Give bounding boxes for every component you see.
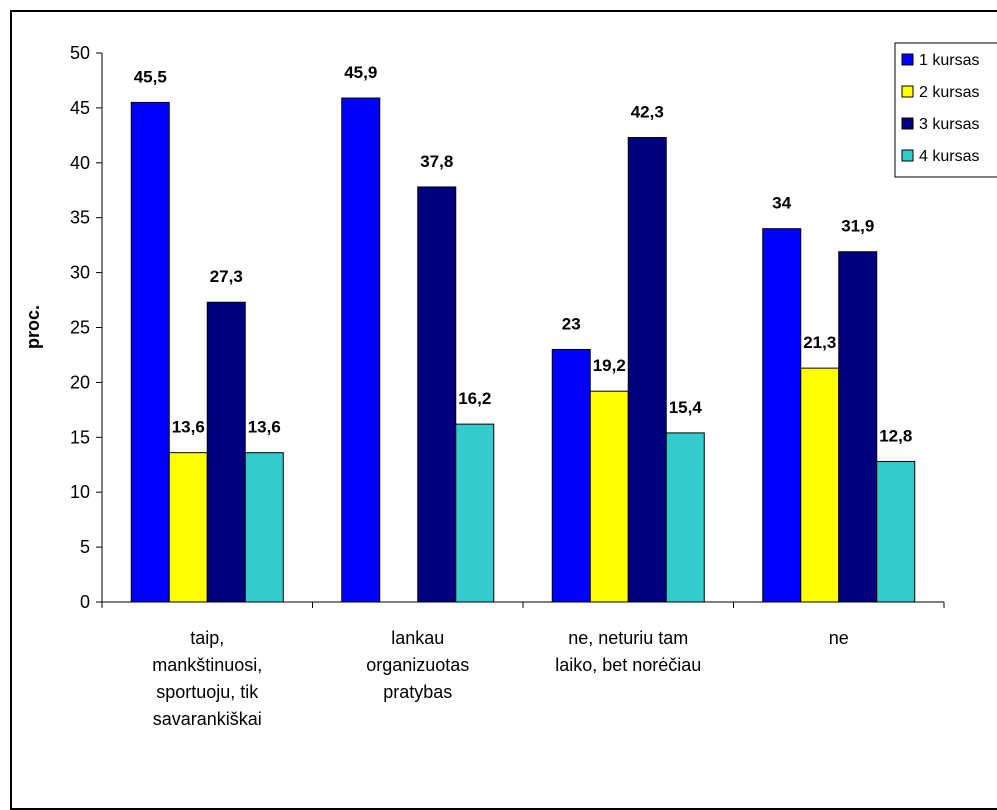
legend-swatch [901,149,914,162]
y-tick-label: 30 [70,263,90,283]
bar [627,137,667,603]
category-label: ne [829,628,849,648]
legend-swatch [901,53,914,66]
category-label: taip, mankštinuosi, sportuoju, tik savarank… [152,628,262,729]
bar [876,460,916,603]
legend: 1 kursas 2 kursas 3 kursas 4 kursas [894,42,997,178]
y-tick-label: 50 [70,43,90,63]
bar [665,432,705,603]
y-tick-label: 20 [70,372,90,392]
legend-label: 1 kursas [919,52,979,69]
data-label: 15,4 [669,398,703,417]
bars [130,97,916,603]
bar-chart: 0 5 10 15 20 25 30 35 40 45 50 45,5 45,9 23 34 13,6 19,… [23,42,997,729]
bar [130,101,170,603]
bar [762,228,802,603]
data-label: 12,8 [879,426,912,445]
data-label: 21,3 [803,333,836,352]
data-label: 16,2 [458,389,491,408]
y-tick-label: 5 [80,537,90,557]
data-label: 34 [772,194,791,213]
y-tick-label: 10 [70,482,90,502]
bar [589,390,629,603]
data-label: 45,5 [134,67,167,86]
data-label: 19,2 [593,356,626,375]
bar [455,423,495,603]
y-tick-label: 45 [70,98,90,118]
legend-swatch [901,117,914,130]
y-tick-label: 35 [70,208,90,228]
data-labels: 45,5 45,9 23 34 13,6 19,2 21,3 27,3 37,8 42,3 31,9… [134,63,913,445]
bar [551,348,591,603]
data-label: 31,9 [841,217,874,236]
data-label: 42,3 [631,103,664,122]
legend-label: 2 kursas [919,84,979,101]
category-labels: taip, mankštinuosi, sportuoju, tik savarank… [152,628,849,729]
y-axis-title: proc. [23,305,43,349]
bar [244,452,284,603]
y-tick-label: 0 [80,592,90,612]
bar [800,367,840,603]
legend-label: 3 kursas [919,116,979,133]
data-label: 13,6 [248,418,281,437]
data-label: 27,3 [210,267,243,286]
y-tick-label: 40 [70,153,90,173]
bar [341,97,381,603]
data-label: 23 [562,314,581,333]
data-label: 37,8 [420,152,453,171]
category-label: lankau organizuotas pratybas [366,628,469,702]
category-label: ne, neturiu tam laiko, bet norėčiau [555,628,701,675]
data-label: 13,6 [172,418,205,437]
bar [417,186,457,603]
bar [838,251,878,603]
y-tick-label: 15 [70,427,90,447]
bar [206,301,246,603]
legend-label: 4 kursas [919,148,979,165]
y-tick-label: 25 [70,318,90,338]
data-label: 45,9 [344,63,377,82]
legend-swatch [901,85,914,98]
bar [168,452,208,603]
